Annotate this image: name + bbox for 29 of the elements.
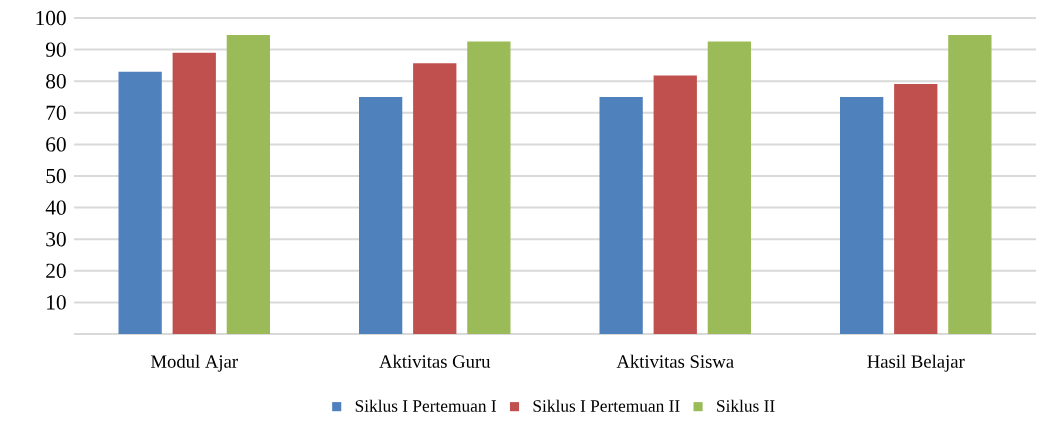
bar — [653, 75, 697, 334]
bar — [413, 63, 457, 334]
bar — [840, 97, 884, 334]
bar — [359, 97, 403, 334]
bar — [707, 41, 752, 334]
bar — [948, 35, 992, 334]
y-tick-label: 10 — [47, 295, 66, 310]
y-tick-label: 20 — [46, 263, 66, 278]
y-tick-label: 30 — [46, 232, 66, 247]
y-tick-label: 70 — [46, 105, 66, 120]
legend-label: Siklus I Pertemuan I — [355, 399, 496, 412]
bar — [894, 84, 938, 334]
y-tick-label: 50 — [46, 168, 66, 184]
x-tick-label: Modul Ajar — [150, 354, 238, 372]
legend-label: Siklus II — [717, 399, 775, 412]
y-tick-label: 80 — [46, 74, 66, 89]
x-tick-label: Hasil Belajar — [867, 354, 965, 372]
bar — [226, 35, 271, 334]
bar — [599, 97, 643, 334]
x-tick-label: Aktivitas Siswa — [616, 354, 734, 368]
y-tick-label: 100 — [36, 10, 66, 26]
y-tick-label: 40 — [45, 200, 66, 215]
y-tick-label: 90 — [45, 42, 66, 57]
bar — [172, 52, 216, 334]
y-tick-label: 60 — [46, 137, 66, 152]
bar — [467, 41, 511, 334]
bar — [118, 71, 162, 334]
legend-label: Siklus I Pertemuan II — [533, 399, 680, 412]
x-tick-label: Aktivitas Guru — [379, 354, 491, 368]
